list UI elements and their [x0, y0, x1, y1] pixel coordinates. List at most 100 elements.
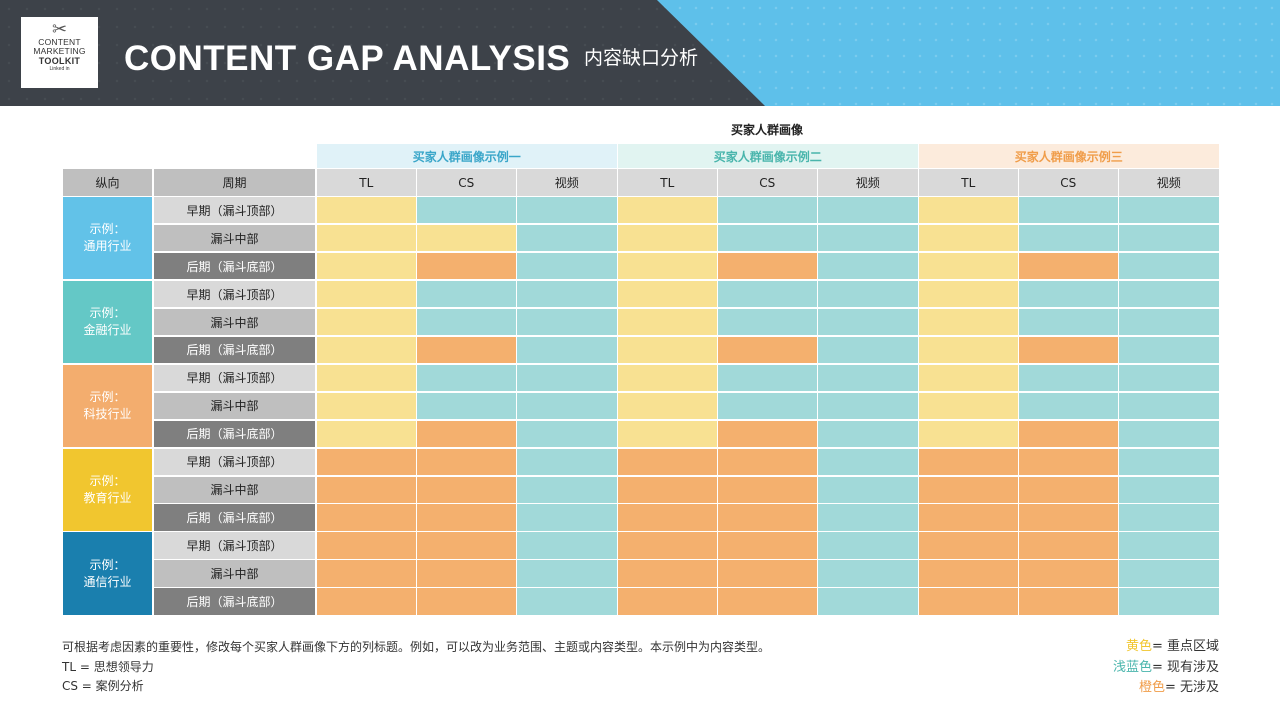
stage-label: 早期（漏斗顶部） [154, 197, 315, 224]
gap-cell [919, 224, 1018, 252]
gap-cell [919, 504, 1018, 531]
gap-cell [618, 197, 717, 224]
gap-cell [919, 364, 1018, 392]
gap-cell [618, 336, 717, 364]
gap-cell [1019, 560, 1118, 587]
gap-cell [818, 308, 918, 336]
notes: 可根据考虑因素的重要性，修改每个买家人群画像下方的列标题。例如，可以改为业务范围… [62, 638, 770, 697]
gap-cell [618, 364, 717, 392]
gap-cell [618, 532, 717, 559]
legend-item: 橙色= 无涉及 [1113, 678, 1219, 699]
gap-cell [317, 420, 416, 448]
gap-cell [818, 560, 918, 587]
stage-label: 漏斗中部 [154, 392, 315, 420]
gap-cell [417, 504, 516, 531]
gap-cell [517, 588, 617, 615]
page-subtitle: 内容缺口分析 [584, 47, 699, 69]
gap-cell [718, 364, 817, 392]
gap-cell [417, 448, 516, 475]
gap-cell [417, 224, 516, 252]
industry-label: 示例： 通信行业 [63, 532, 152, 615]
header-blue-background [657, 0, 1280, 106]
gap-cell [317, 448, 416, 475]
column-header: TL [317, 169, 416, 196]
persona-header: 买家人群画像示例二 [618, 144, 918, 168]
gap-cell [317, 280, 416, 308]
gap-cell [718, 252, 817, 280]
gap-cell [417, 392, 516, 420]
gap-cell [517, 476, 617, 503]
gap-cell [919, 420, 1018, 448]
stage-label: 早期（漏斗顶部） [154, 364, 315, 392]
gap-cell [517, 364, 617, 392]
gap-cell [818, 364, 918, 392]
gap-cell [718, 392, 817, 420]
header-banner: ✂ CONTENT MARKETING TOOLKIT Linked in CO… [0, 0, 1280, 106]
gap-cell [417, 308, 516, 336]
gap-cell [618, 476, 717, 503]
stage-label: 后期（漏斗底部） [154, 504, 315, 531]
gap-cell [1119, 336, 1219, 364]
gap-cell [818, 392, 918, 420]
gap-cell [618, 308, 717, 336]
gap-cell [618, 560, 717, 587]
note-line: CS = 案例分析 [62, 679, 144, 693]
gap-cell [818, 252, 918, 280]
stage-label: 后期（漏斗底部） [154, 420, 315, 448]
gap-cell [1119, 364, 1219, 392]
gap-cell [517, 308, 617, 336]
gap-cell [818, 336, 918, 364]
gap-cell [1119, 197, 1219, 224]
column-header: TL [919, 169, 1018, 196]
stage-label: 后期（漏斗底部） [154, 588, 315, 615]
industry-label: 示例： 科技行业 [63, 364, 152, 448]
legend-meaning: = 现有涉及 [1151, 659, 1219, 675]
industry-label: 示例： 通用行业 [63, 197, 152, 280]
color-legend: 黄色= 重点区域 浅蓝色= 现有涉及 橙色= 无涉及 [1113, 637, 1219, 699]
gap-cell [417, 532, 516, 559]
gap-cell [818, 420, 918, 448]
gap-cell [517, 420, 617, 448]
gap-cell [1019, 308, 1118, 336]
gap-cell [1019, 280, 1118, 308]
gap-cell [919, 308, 1018, 336]
gap-cell [919, 252, 1018, 280]
gap-cell [1119, 392, 1219, 420]
gap-cell [1119, 308, 1219, 336]
stage-label: 后期（漏斗底部） [154, 336, 315, 364]
persona-header: 买家人群画像示例一 [317, 144, 617, 168]
gap-cell [317, 588, 416, 615]
logo-line: CONTENT [38, 37, 81, 47]
gap-cell [417, 588, 516, 615]
column-header: CS [1019, 169, 1118, 196]
gap-cell [718, 336, 817, 364]
gap-cell [1119, 504, 1219, 531]
column-header: 视频 [517, 169, 617, 196]
gap-cell [818, 448, 918, 475]
stage-label: 早期（漏斗顶部） [154, 280, 315, 308]
gap-cell [317, 336, 416, 364]
linkedin-logo-text: Linked in [49, 66, 70, 72]
gap-cell [517, 504, 617, 531]
legend-item: 浅蓝色= 现有涉及 [1113, 658, 1219, 679]
gap-cell [417, 280, 516, 308]
page-title: CONTENT GAP ANALYSIS [124, 39, 571, 78]
toolkit-logo: ✂ CONTENT MARKETING TOOLKIT Linked in [21, 17, 98, 88]
gap-cell [618, 224, 717, 252]
gap-cell [1019, 476, 1118, 503]
gap-cell [718, 560, 817, 587]
gap-cell [1019, 197, 1118, 224]
gap-cell [919, 588, 1018, 615]
gap-cell [919, 336, 1018, 364]
stage-label: 后期（漏斗底部） [154, 252, 315, 280]
gap-cell [517, 252, 617, 280]
stage-label: 漏斗中部 [154, 308, 315, 336]
row-header-vertical: 纵向 [63, 169, 152, 196]
gap-cell [317, 532, 416, 559]
gap-cell [818, 588, 918, 615]
gap-cell [1119, 420, 1219, 448]
gap-cell [1019, 588, 1118, 615]
legend-meaning: = 无涉及 [1164, 680, 1219, 695]
gap-cell [718, 420, 817, 448]
gap-cell [1119, 476, 1219, 503]
